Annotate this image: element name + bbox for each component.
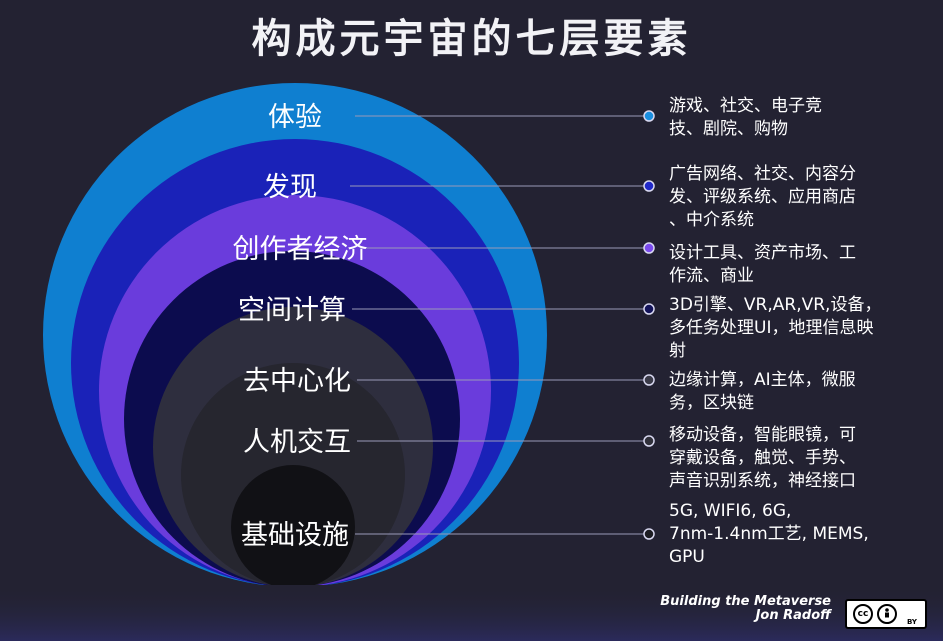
layer-description-5: 边缘计算，AI主体，微服 务，区块链 (669, 370, 856, 413)
connector-dot-7 (643, 528, 655, 540)
layer-circle-7 (231, 465, 355, 589)
cc-license-badge: cc BY (845, 599, 927, 629)
cc-by-text: BY (906, 618, 917, 626)
connector-dot-5 (643, 374, 655, 386)
layer-description-3: 设计工具、资产市场、工 作流、商业 (669, 243, 856, 286)
layer-description-4: 3D引擎、VR,AR,VR,设备， 多任务处理UI，地理信息映 射 (669, 295, 882, 361)
credit-author: Jon Radoff (755, 608, 831, 623)
credit-title: Building the Metaverse (660, 594, 831, 609)
credit: Building the Metaverse Jon Radoff (660, 595, 831, 623)
layer-description-7: 5G, WIFI6, 6G, 7nm-1.4nm工艺, MEMS, GPU (669, 501, 869, 567)
connector-dot-6 (643, 435, 655, 447)
page-title: 构成元宇宙的七层要素 (251, 16, 692, 62)
layer-label-6: 人机交互 (243, 427, 351, 458)
cc-icon: cc (853, 604, 873, 624)
connector-dot-2 (643, 180, 655, 192)
layer-label-3: 创作者经济 (233, 234, 368, 265)
by-person-icon (877, 604, 897, 624)
layer-label-5: 去中心化 (243, 366, 351, 397)
connector-dot-4 (643, 303, 655, 315)
layer-description-6: 移动设备，智能眼镜，可 穿戴设备，触觉、手势、 声音识别系统，神经接口 (669, 425, 856, 491)
connector-dot-1 (643, 110, 655, 122)
layer-label-4: 空间计算 (238, 295, 346, 326)
layer-label-7: 基础设施 (241, 520, 349, 551)
layer-label-2: 发现 (263, 172, 317, 203)
layer-label-1: 体验 (268, 102, 322, 133)
layer-description-1: 游戏、社交、电子竞 技、剧院、购物 (669, 96, 822, 139)
layer-description-2: 广告网络、社交、内容分 发、评级系统、应用商店 、中介系统 (669, 164, 856, 230)
connector-dot-3 (643, 242, 655, 254)
